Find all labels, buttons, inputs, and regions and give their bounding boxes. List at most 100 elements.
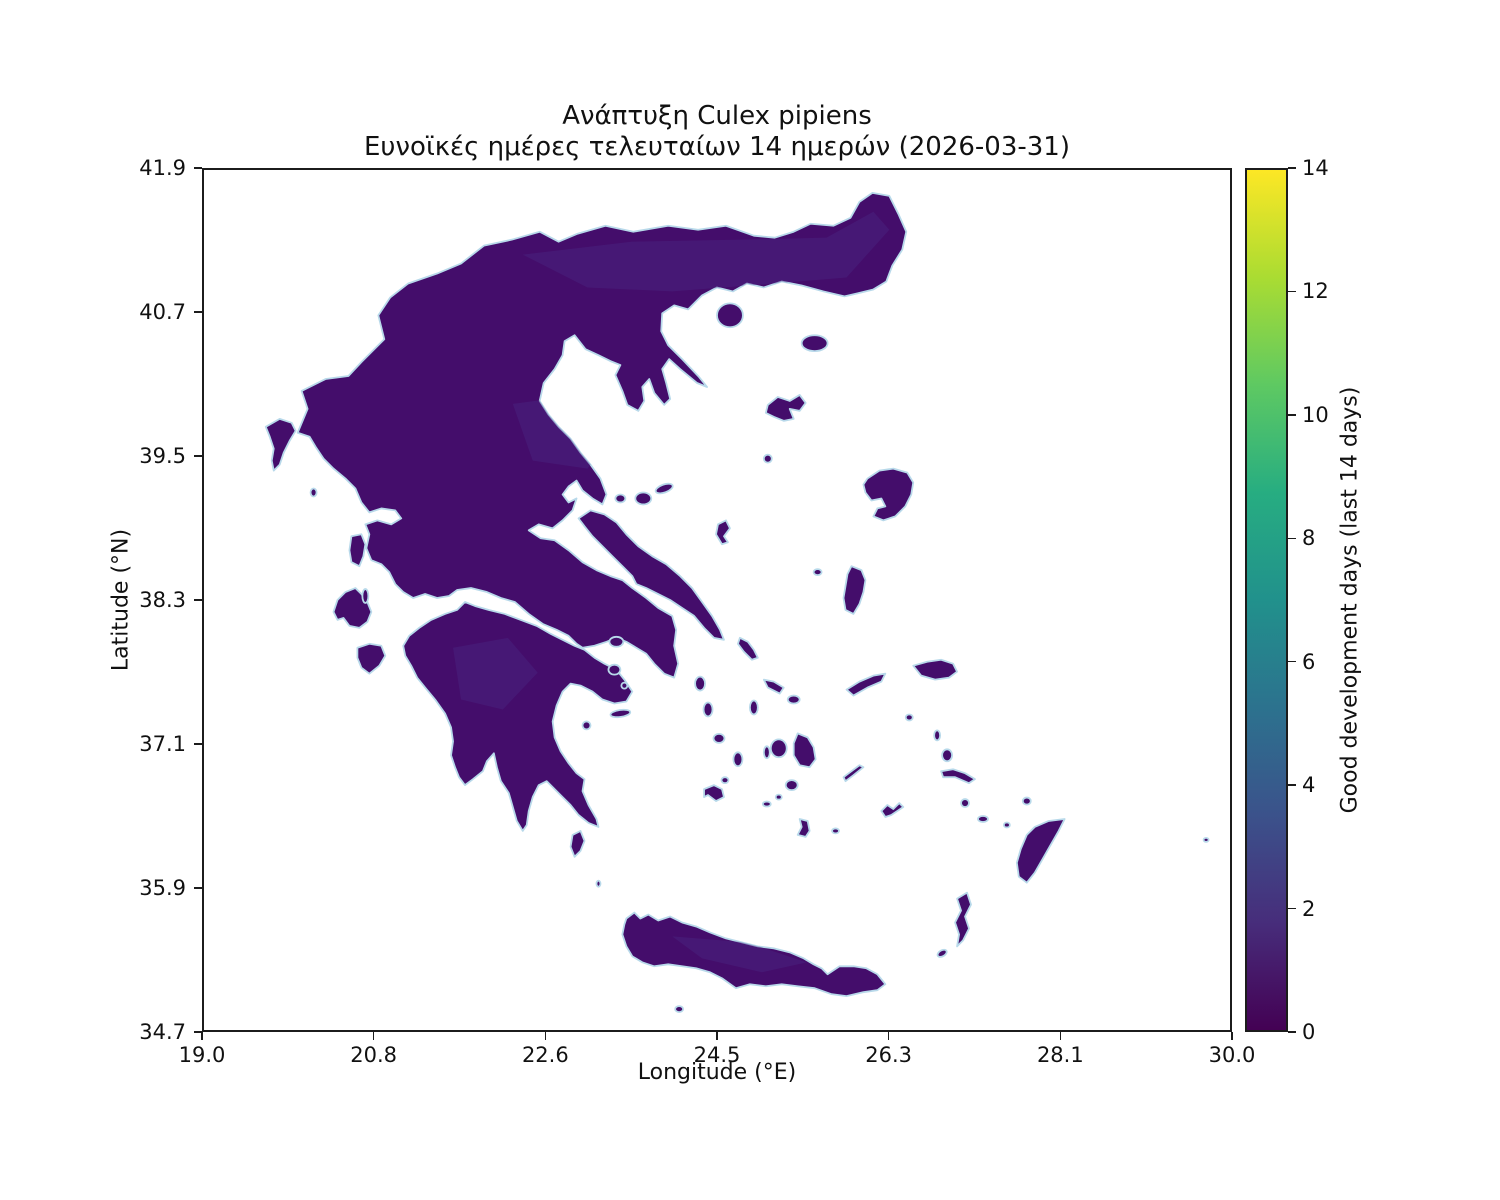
island-zakynthos xyxy=(356,642,387,675)
island-paxi xyxy=(309,487,318,498)
x-tick-mark xyxy=(887,1032,890,1040)
colorbar-label: Good development days (last 14 days) xyxy=(1337,386,1363,814)
colorbar-tick-mark xyxy=(1288,290,1296,293)
colorbar-tick-mark xyxy=(1288,414,1296,416)
x-tick-label: 19.0 xyxy=(178,1043,226,1067)
y-tick-mark xyxy=(194,743,202,745)
island-ikaria xyxy=(845,672,887,697)
x-tick-mark xyxy=(1231,1032,1233,1040)
x-tick-mark xyxy=(372,1032,375,1040)
y-tick-mark xyxy=(194,455,202,457)
x-tick-label: 24.5 xyxy=(693,1043,741,1067)
island-crete xyxy=(621,911,887,998)
peloponnese xyxy=(402,601,634,832)
island-hydra xyxy=(609,708,632,719)
island-symi xyxy=(1021,796,1032,806)
island-amorgos xyxy=(842,764,865,783)
colorbar-tick-mark xyxy=(1288,660,1296,663)
x-tick-label: 30.0 xyxy=(1208,1043,1256,1067)
island-lesbos xyxy=(862,467,915,522)
island-kimolos xyxy=(720,776,730,785)
island-ithaca xyxy=(361,588,370,604)
y-tick-label: 39.5 xyxy=(139,444,186,468)
colorbar-tick-mark xyxy=(1288,1031,1296,1033)
island-leros xyxy=(933,729,942,742)
island-salamis xyxy=(608,635,625,648)
island-skyros xyxy=(715,519,731,546)
x-axis-label: Longitude (°E) xyxy=(637,1060,797,1085)
island-patmos xyxy=(904,713,914,722)
colorbar-tick-label: 10 xyxy=(1302,402,1329,427)
island-kythira xyxy=(569,830,586,858)
island-chalki xyxy=(1002,821,1011,829)
island-paros xyxy=(769,738,788,759)
island-kalymnos xyxy=(941,748,953,763)
map-plot-area xyxy=(202,168,1232,1032)
island-euboea xyxy=(577,509,725,641)
colorbar-tick-label: 2 xyxy=(1302,896,1316,921)
x-tick-mark xyxy=(544,1032,547,1040)
y-tick-label: 41.9 xyxy=(139,156,186,180)
colorbar-tick-mark xyxy=(1288,167,1296,169)
island-limnos xyxy=(764,394,807,422)
colorbar-tick-label: 14 xyxy=(1302,156,1329,180)
island-alonissos xyxy=(654,482,674,495)
island-folegandros xyxy=(761,800,772,808)
colorbar-tick-mark xyxy=(1288,907,1296,910)
y-tick-mark xyxy=(194,599,202,601)
y-tick-label: 37.1 xyxy=(139,732,186,756)
island-milos xyxy=(703,784,725,802)
island-tilos xyxy=(977,815,989,823)
y-tick-label: 38.3 xyxy=(139,588,186,612)
island-ios xyxy=(784,779,799,792)
island-andros xyxy=(737,636,759,661)
island-nisyros xyxy=(960,798,970,808)
island-antiparos xyxy=(762,745,771,760)
island-chios xyxy=(842,565,867,615)
title-line-2: Ευνοϊκές ημέρες τελευταίων 14 ημερών (20… xyxy=(364,132,1070,162)
y-tick-mark xyxy=(194,311,202,313)
x-tick-label: 22.6 xyxy=(521,1043,569,1067)
island-corfu xyxy=(264,417,297,472)
island-skopelos xyxy=(634,491,653,506)
island-skiathos xyxy=(614,493,627,504)
x-tick-mark xyxy=(716,1032,718,1040)
island-tinos xyxy=(762,678,785,695)
island-syros xyxy=(748,699,759,716)
y-tick-mark xyxy=(194,1031,202,1033)
colorbar-tick-label: 4 xyxy=(1302,773,1316,798)
x-tick-label: 26.3 xyxy=(865,1043,913,1067)
chart-title: Ανάπτυξη Culex pipiens Ευνοϊκές ημέρες τ… xyxy=(202,101,1232,163)
island-agios-efstratios xyxy=(762,453,773,464)
x-tick-mark xyxy=(1059,1032,1062,1040)
x-tick-label: 28.1 xyxy=(1036,1043,1084,1067)
colorbar-tick-mark xyxy=(1288,537,1296,540)
x-tick-mark xyxy=(201,1032,203,1040)
y-tick-label: 35.9 xyxy=(139,876,186,900)
island-anafi xyxy=(831,827,840,835)
island-samothrace xyxy=(800,334,829,353)
colorbar-tick-label: 0 xyxy=(1302,1020,1316,1044)
small-islands xyxy=(309,302,1210,1013)
y-tick-label: 34.7 xyxy=(139,1020,186,1044)
island-kasos xyxy=(936,948,948,958)
greece-map xyxy=(264,191,1210,1013)
island-samos xyxy=(912,658,958,681)
island-antikythira xyxy=(595,879,602,888)
island-santorini xyxy=(796,818,811,838)
y-tick-mark xyxy=(194,887,202,889)
colorbar-tick-label: 12 xyxy=(1302,279,1329,304)
colorbar-tick-label: 6 xyxy=(1302,649,1316,674)
island-kastellorizo xyxy=(1202,836,1210,843)
island-sikinos xyxy=(774,793,783,801)
island-rhodes xyxy=(1015,818,1066,884)
island-gavdos xyxy=(674,1005,685,1013)
island-psara xyxy=(812,568,823,577)
island-spetses xyxy=(581,720,592,731)
island-kythnos xyxy=(702,701,714,718)
island-kea xyxy=(694,675,706,692)
mainland-greece xyxy=(296,191,908,679)
island-karpathos xyxy=(954,891,972,948)
island-serifos xyxy=(712,732,726,744)
